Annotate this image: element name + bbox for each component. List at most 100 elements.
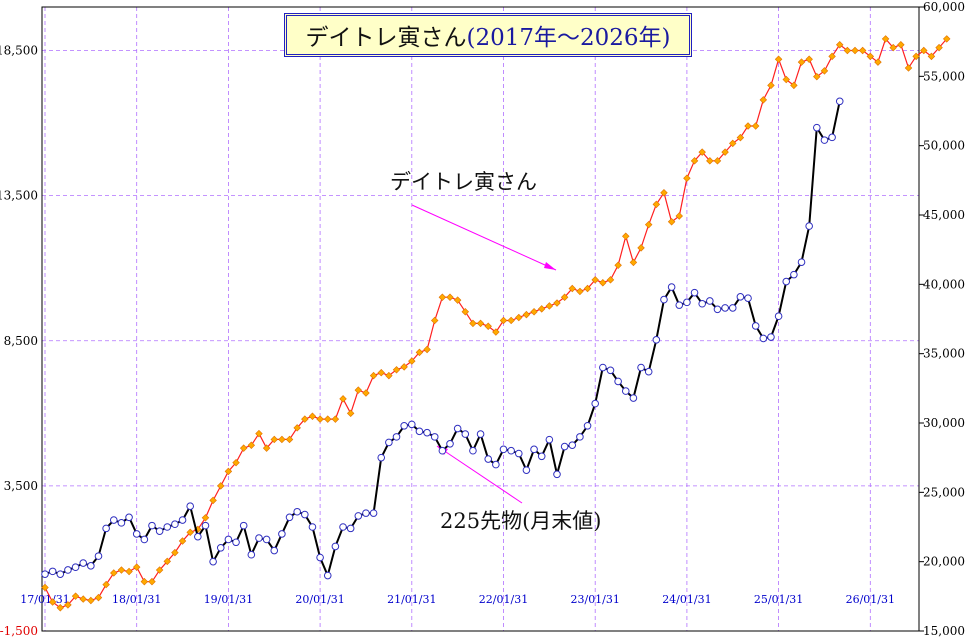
point-marker-daytrade xyxy=(583,284,592,293)
point-marker-nikkei xyxy=(117,519,126,527)
point-marker-nikkei xyxy=(698,299,706,308)
point-marker-nikkei xyxy=(660,295,668,304)
point-marker-nikkei xyxy=(751,322,760,330)
point-marker-nikkei xyxy=(713,305,722,314)
point-marker-nikkei xyxy=(48,567,57,576)
point-marker-daytrade xyxy=(553,299,561,307)
point-marker-daytrade xyxy=(843,46,852,55)
point-marker-daytrade xyxy=(102,580,110,589)
point-marker-daytrade xyxy=(354,386,363,394)
point-marker-nikkei xyxy=(339,523,347,531)
point-marker-daytrade xyxy=(606,276,615,284)
right-tick-label: 20,000 xyxy=(923,555,965,569)
point-marker-daytrade xyxy=(507,316,515,325)
point-marker-nikkei xyxy=(278,530,286,538)
right-tick-label: 55,000 xyxy=(923,69,965,83)
point-marker-daytrade xyxy=(339,395,347,403)
point-marker-daytrade xyxy=(469,319,477,328)
point-marker-nikkei xyxy=(637,363,645,372)
x-tick-label: 19/01/31 xyxy=(204,593,253,606)
point-marker-nikkei xyxy=(492,460,500,469)
right-tick-label: 35,000 xyxy=(923,347,965,361)
grid-lines xyxy=(42,7,919,631)
point-marker-daytrade xyxy=(140,577,149,586)
point-marker-nikkei xyxy=(301,510,309,519)
right-tick-label: 60,000 xyxy=(923,0,965,14)
point-marker-daytrade xyxy=(94,593,103,602)
point-marker-daytrade xyxy=(614,261,622,270)
point-marker-daytrade xyxy=(499,316,508,325)
point-marker-nikkei xyxy=(537,452,546,461)
point-marker-daytrade xyxy=(377,368,385,377)
point-marker-nikkei xyxy=(835,97,844,106)
point-marker-nikkei xyxy=(178,516,187,524)
point-marker-nikkei xyxy=(323,571,332,580)
point-marker-nikkei xyxy=(262,535,271,544)
point-marker-nikkei xyxy=(415,427,424,436)
point-marker-daytrade xyxy=(667,218,676,226)
point-marker-nikkei xyxy=(155,527,164,535)
point-marker-nikkei xyxy=(782,277,791,286)
point-marker-daytrade xyxy=(446,293,454,301)
point-marker-daytrade xyxy=(652,200,661,209)
point-marker-daytrade xyxy=(660,189,668,197)
point-marker-daytrade xyxy=(369,371,378,380)
point-marker-daytrade xyxy=(110,569,118,577)
point-marker-nikkei xyxy=(621,387,630,395)
point-marker-daytrade xyxy=(423,345,431,354)
point-marker-nikkei xyxy=(614,377,622,386)
point-marker-nikkei xyxy=(591,399,600,408)
point-marker-nikkei xyxy=(522,466,531,474)
point-marker-daytrade xyxy=(125,567,133,576)
point-marker-daytrade xyxy=(751,122,760,130)
chart-title-period: (2017年～2026年) xyxy=(466,25,671,51)
point-marker-nikkei xyxy=(423,428,431,437)
point-marker-daytrade xyxy=(599,278,607,287)
right-tick-label: 15,000 xyxy=(923,624,965,638)
point-marker-daytrade xyxy=(217,482,225,490)
series-layer xyxy=(41,35,951,612)
point-marker-daytrade xyxy=(178,537,187,545)
point-marker-nikkei xyxy=(484,455,493,463)
plot-frame xyxy=(41,6,920,632)
point-marker-nikkei xyxy=(560,442,569,451)
point-marker-nikkei xyxy=(400,421,408,430)
point-marker-nikkei xyxy=(453,424,462,433)
point-marker-daytrade xyxy=(683,174,691,182)
point-marker-daytrade xyxy=(316,415,324,423)
point-marker-daytrade xyxy=(163,557,171,566)
point-marker-daytrade xyxy=(41,583,49,592)
point-marker-daytrade xyxy=(935,43,943,52)
right-tick-label: 40,000 xyxy=(923,277,965,291)
point-marker-nikkei xyxy=(805,222,813,230)
point-marker-nikkei xyxy=(171,520,179,529)
point-marker-daytrade xyxy=(522,310,531,319)
point-marker-nikkei xyxy=(87,562,95,570)
point-marker-daytrade xyxy=(881,35,890,43)
right-tick-label: 50,000 xyxy=(923,139,965,153)
point-marker-daytrade xyxy=(874,58,882,66)
x-tick-label: 25/01/31 xyxy=(754,593,803,606)
point-marker-daytrade xyxy=(805,55,813,63)
left-tick-label: 18,500 xyxy=(0,44,38,58)
point-marker-daytrade xyxy=(308,412,317,420)
point-marker-daytrade xyxy=(530,308,538,316)
point-marker-daytrade xyxy=(744,122,752,130)
point-marker-daytrade xyxy=(400,363,408,371)
right-tick-label: 25,000 xyxy=(923,485,965,499)
point-marker-nikkei xyxy=(125,513,133,522)
x-tick-label: 21/01/31 xyxy=(387,593,436,606)
point-marker-nikkei xyxy=(293,507,301,516)
point-marker-nikkei xyxy=(201,521,210,530)
point-marker-daytrade xyxy=(171,548,179,557)
point-marker-nikkei xyxy=(102,524,110,533)
point-marker-nikkei xyxy=(583,421,592,430)
point-marker-daytrade xyxy=(515,313,523,322)
point-marker-nikkei xyxy=(790,270,798,279)
point-marker-nikkei xyxy=(64,566,72,574)
point-marker-nikkei xyxy=(354,512,363,520)
point-marker-nikkei xyxy=(71,563,80,572)
point-marker-daytrade xyxy=(293,424,301,432)
